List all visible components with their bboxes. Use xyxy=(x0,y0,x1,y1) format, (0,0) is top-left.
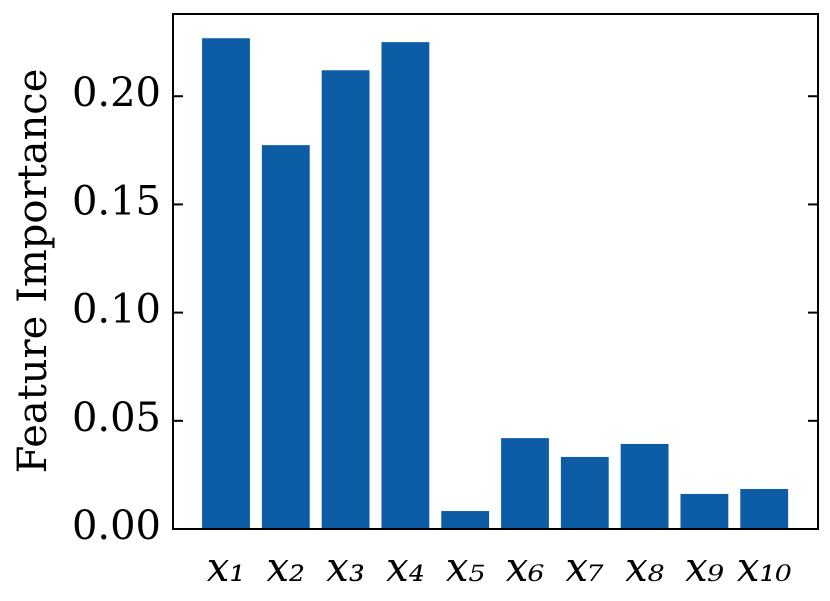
x-tick-label: x₃ xyxy=(326,545,365,591)
y-tick-label: 0.15 xyxy=(72,178,161,224)
x-tick-label: x₄ xyxy=(386,545,425,591)
bar xyxy=(501,438,549,529)
bar xyxy=(261,145,310,529)
y-tick-label: 0.20 xyxy=(72,70,161,116)
x-tick-label: x₁₀ xyxy=(737,545,792,591)
x-tick-label: x₂ xyxy=(267,545,306,591)
bar xyxy=(321,70,370,530)
bar xyxy=(620,443,669,529)
y-tick-label: 0.00 xyxy=(72,503,161,549)
bar xyxy=(381,42,430,530)
plot-frame xyxy=(172,13,819,530)
y-tick-label: 0.05 xyxy=(72,395,161,441)
x-tick-label: x₉ xyxy=(685,545,724,591)
x-tick-label: x₇ xyxy=(566,545,605,591)
bar xyxy=(680,493,729,529)
x-tick-label: x₅ xyxy=(446,545,485,591)
x-tick-label: x₁ xyxy=(207,545,246,591)
y-tick-label: 0.10 xyxy=(72,287,161,333)
x-tick-label: x₆ xyxy=(506,545,545,591)
bar xyxy=(441,511,490,529)
y-axis-label: Feature Importance xyxy=(10,69,56,474)
bar xyxy=(560,456,609,529)
bar xyxy=(740,488,789,529)
x-tick-label: x₈ xyxy=(625,545,664,591)
bar xyxy=(202,38,250,530)
